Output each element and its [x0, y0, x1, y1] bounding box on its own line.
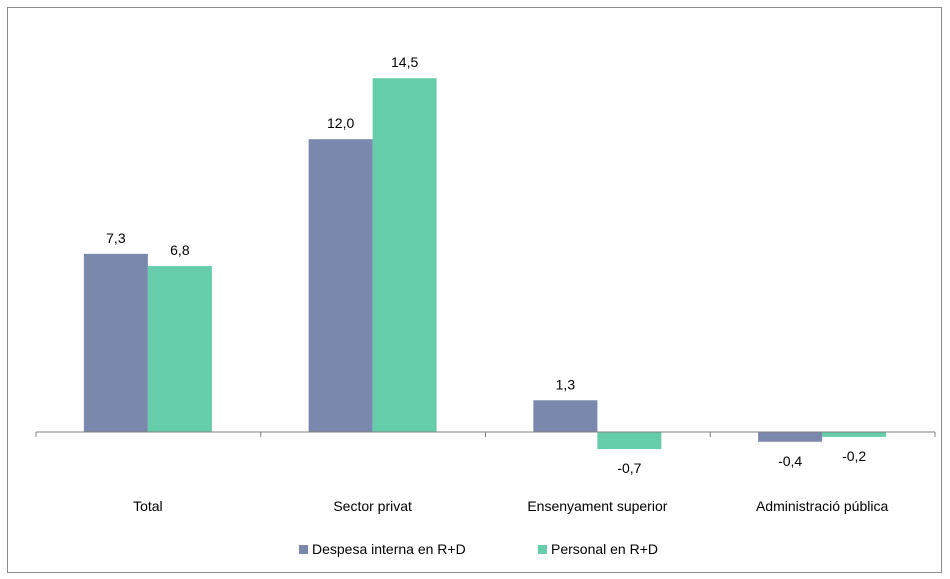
data-label-personal-2: -0,7	[617, 460, 641, 476]
bar-personal-3	[822, 432, 887, 437]
legend-swatch-personal	[538, 545, 547, 554]
x-tick-label-2: Ensenyament superior	[527, 498, 667, 514]
x-tick-label-0: Total	[133, 498, 163, 514]
bar-personal-2	[597, 432, 662, 450]
legend-label-despesa: Despesa interna en R+D	[312, 541, 466, 557]
legend: Despesa interna en R+D Personal en R+D	[299, 541, 658, 557]
x-tick-label-3: Administració pública	[756, 498, 888, 514]
x-tick-label-1: Sector privat	[333, 498, 412, 514]
x-axis	[35, 431, 936, 437]
bar-despesa-2	[533, 400, 598, 432]
data-label-personal-3: -0,2	[842, 448, 866, 464]
data-label-despesa-0: 7,3	[106, 230, 126, 246]
legend-label-personal: Personal en R+D	[551, 541, 658, 557]
data-labels: 7,3 12,0 1,3 -0,4 6,8 14,5 -0,7 -0,2	[106, 54, 866, 476]
data-label-despesa-2: 1,3	[556, 376, 576, 392]
bar-personal-1	[372, 78, 437, 432]
bars-layer	[83, 78, 887, 450]
data-label-despesa-1: 12,0	[327, 115, 354, 131]
bar-despesa-0	[83, 253, 148, 432]
data-label-personal-1: 14,5	[391, 54, 418, 70]
bar-despesa-1	[308, 139, 373, 432]
bar-despesa-3	[758, 432, 823, 442]
x-tick-labels: Total Sector privat Ensenyament superior Ad…	[133, 498, 888, 514]
data-label-personal-0: 6,8	[170, 242, 190, 258]
data-label-despesa-3: -0,4	[778, 453, 802, 469]
legend-swatch-despesa	[299, 545, 308, 554]
bar-personal-0	[147, 266, 212, 432]
